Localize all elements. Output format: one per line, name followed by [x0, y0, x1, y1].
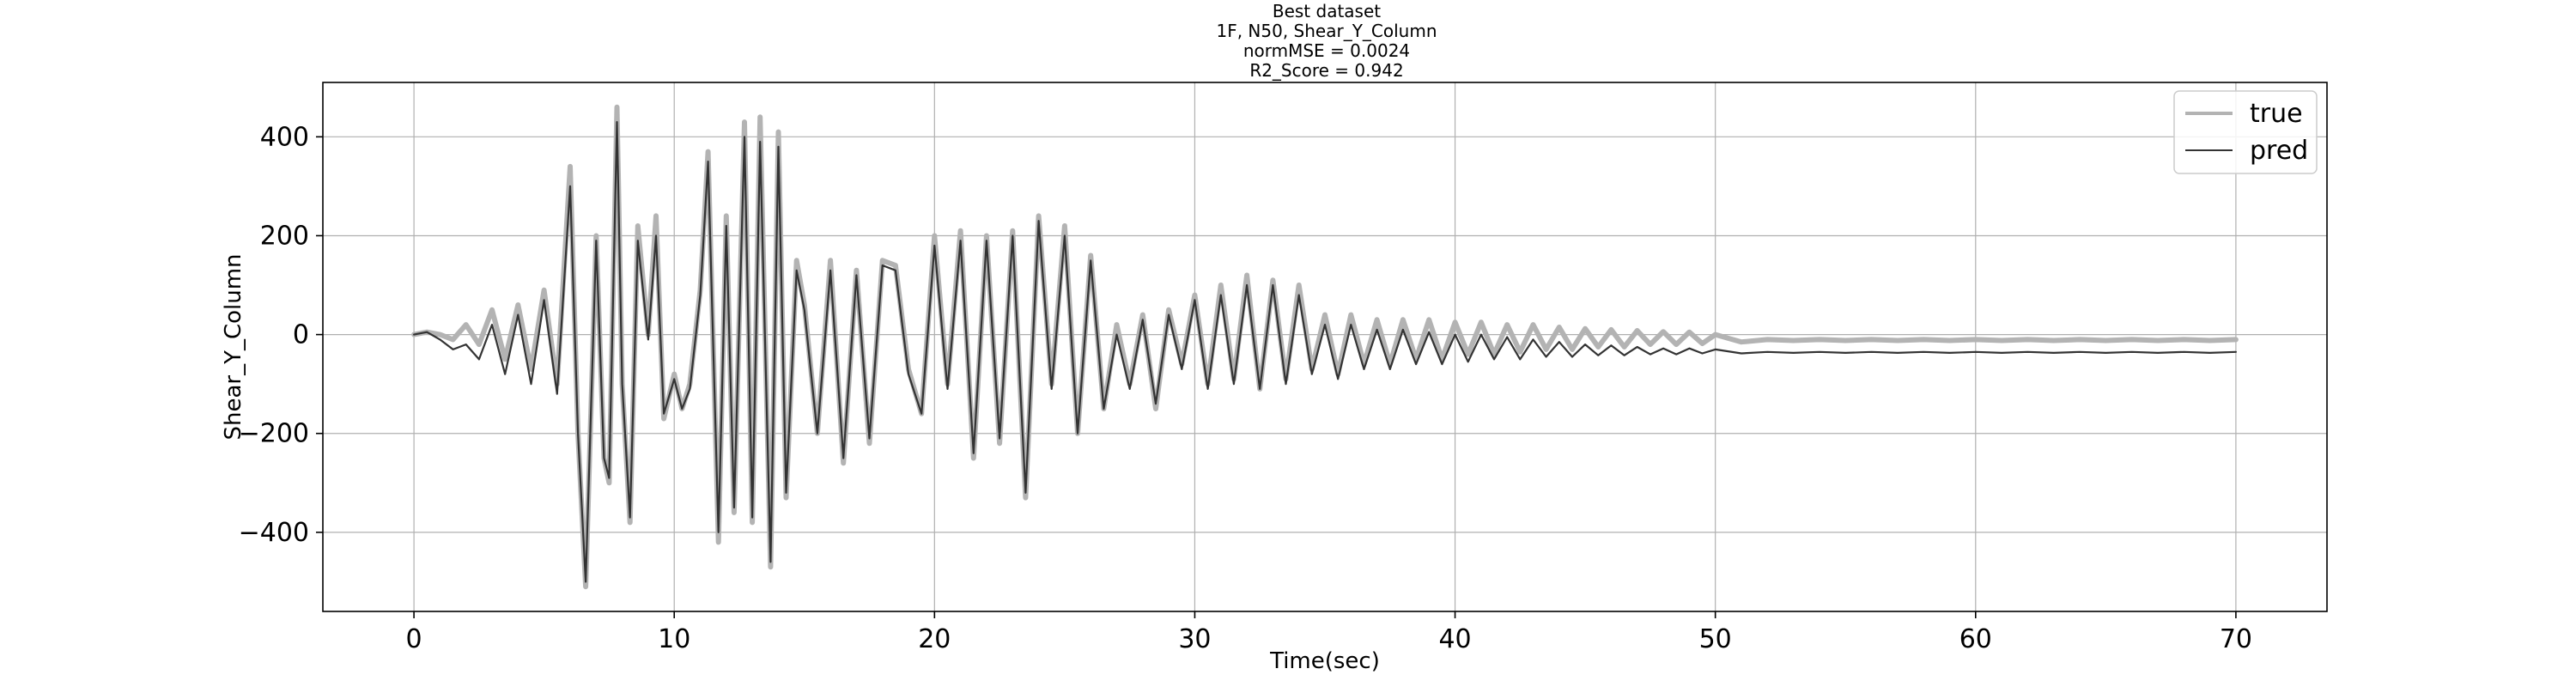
y-tick-label: 400 [260, 122, 309, 152]
y-tick-label: −400 [239, 518, 309, 548]
legend-label-pred: pred [2250, 136, 2308, 166]
x-tick-label: 70 [2220, 624, 2252, 654]
y-tick-label: 200 [260, 221, 309, 251]
y-tick-label: −200 [239, 419, 309, 449]
x-axis-label: Time(sec) [1269, 648, 1380, 674]
tick-layer: 0 10 20 30 40 50 60 70 −400 −200 0 200 400 [239, 122, 2252, 654]
x-tick-label: 30 [1178, 624, 1211, 654]
series-line-pred [413, 121, 2237, 583]
x-tick-label: 40 [1438, 624, 1471, 654]
title-line-4: R2_Score = 0.942 [1249, 60, 1403, 81]
x-tick-label: 10 [658, 624, 690, 654]
title-line-1: Best dataset [1273, 1, 1381, 21]
y-tick-label: 0 [293, 320, 309, 350]
legend: true pred [2173, 90, 2318, 174]
x-tick-label: 50 [1699, 624, 1732, 654]
chart-title: Best dataset 1F, N50, Shear_Y_Column nor… [1216, 1, 1437, 81]
plot-frame [322, 82, 2328, 612]
x-tick-label: 20 [918, 624, 951, 654]
series-layer [411, 104, 2239, 590]
legend-label-true: true [2250, 99, 2303, 129]
x-tick-label: 60 [1959, 624, 1992, 654]
title-line-2: 1F, N50, Shear_Y_Column [1216, 21, 1437, 41]
title-line-3: normMSE = 0.0024 [1243, 40, 1410, 61]
y-axis-label: Shear_Y_Column [221, 253, 246, 440]
x-tick-label: 0 [406, 624, 422, 654]
